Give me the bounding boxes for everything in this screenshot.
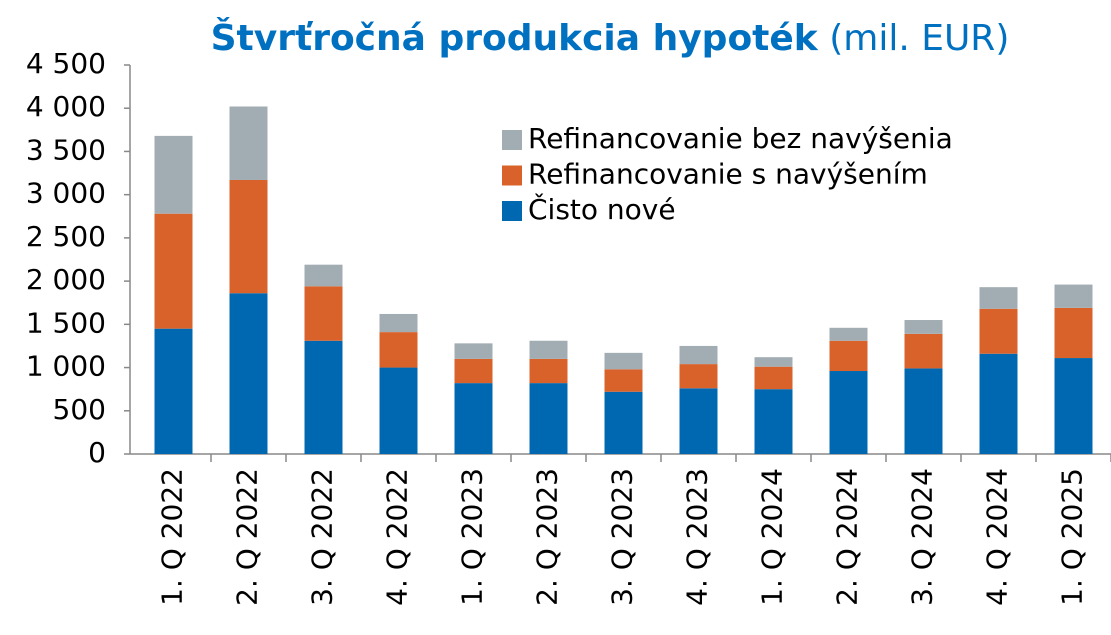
bar-segment [829,340,868,372]
bar-segment [154,328,193,454]
y-tick-label: 2 500 [26,220,106,253]
bar-segment [154,135,193,214]
bar-segment [829,327,868,341]
x-tick-label: 1. Q 2023 [456,468,489,606]
x-tick-label: 2. Q 2023 [531,468,564,606]
y-tick-label: 4 000 [26,90,106,123]
y-tick-label: 1 500 [26,306,106,339]
x-tick-label: 1. Q 2022 [156,468,189,606]
bar-segment [304,340,343,454]
bar-segment [1054,307,1093,359]
x-tick-label: 3. Q 2022 [306,468,339,606]
bar-segment [754,357,793,367]
bar-segment [229,293,268,454]
bar-segment [304,286,343,341]
bar-segment [1054,358,1093,454]
legend-swatch [502,130,522,150]
bar-segment [604,391,643,454]
bar-segment [604,369,643,392]
bar-segment [979,308,1018,354]
legend-label: Čisto nové [528,192,676,226]
bar-segment [979,353,1018,454]
bar-segment [154,213,193,329]
x-tick-label: 2. Q 2022 [231,468,264,606]
bar-segment [529,383,568,454]
bar-segment [454,383,493,454]
bar-segment [754,366,793,390]
bar-segment [454,343,493,359]
y-tick-label: 4 500 [26,47,106,80]
bar-segment [304,264,343,287]
x-tick-label: 3. Q 2023 [606,468,639,606]
bar-segment [229,179,268,294]
x-tick-label: 4. Q 2023 [681,468,714,606]
chart-unit: (mil. EUR) [829,18,1009,59]
bar-segment [604,352,643,370]
y-tick-label: 1 000 [26,350,106,383]
legend-swatch [502,165,522,186]
bar-segment [829,371,868,454]
bar-segment [754,389,793,454]
x-tick-label: 4. Q 2022 [381,468,414,606]
bar-segment [679,345,718,365]
legend-label: Refinancovanie bez navýšenia [528,122,953,155]
x-tick-label: 3. Q 2024 [906,468,939,606]
bar-segment [979,287,1018,309]
bar-segment [379,367,418,454]
bar-segment [904,333,943,369]
x-tick-label: 1. Q 2025 [1056,468,1089,606]
y-tick-label: 500 [53,393,106,426]
y-tick-label: 3 500 [26,133,106,166]
legend-label: Refinancovanie s navýšením [528,158,928,191]
y-tick-label: 3 000 [26,177,106,210]
bar-segment [454,358,493,384]
bar-segment [529,358,568,384]
chart-title: Štvrťročná produkcia hypoték [211,17,819,59]
bar-segment [904,368,943,454]
chart-title-group: Štvrťročná produkcia hypoték (mil. EUR) [211,17,1010,59]
bar-segment [529,340,568,359]
bar-segment [679,388,718,454]
bar-segment [379,313,418,333]
bar-segment [379,332,418,368]
bar-segment [904,320,943,334]
y-tick-label: 2 000 [26,263,106,296]
bar-segment [1054,284,1093,308]
legend-swatch [502,201,522,221]
bar-segment [229,106,268,180]
y-tick-label: 0 [88,436,106,469]
bar-segment [679,364,718,389]
x-tick-label: 4. Q 2024 [981,468,1014,606]
x-tick-label: 2. Q 2024 [831,468,864,606]
x-tick-label: 1. Q 2024 [756,468,789,606]
